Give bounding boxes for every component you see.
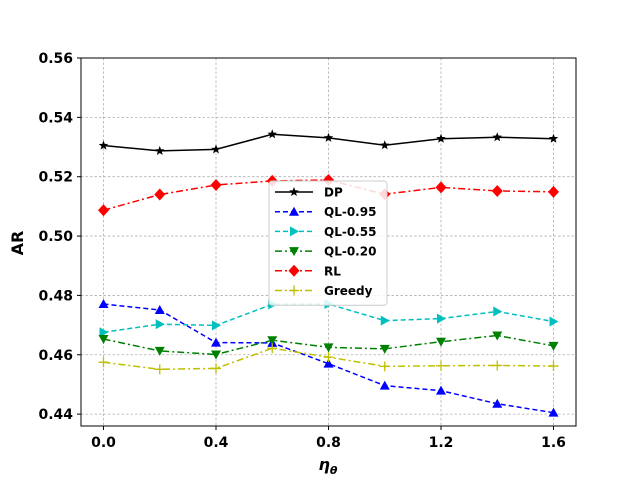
data-point-ql-0-95 <box>154 304 165 314</box>
legend-marker-ql-0-20 <box>289 247 299 257</box>
data-point-dp <box>211 144 221 154</box>
data-point-dp <box>492 132 503 142</box>
legend-marker-ql-0-55 <box>290 226 299 237</box>
y-tick-label: 0.46 <box>38 348 73 364</box>
legend-marker-dp <box>289 187 299 197</box>
data-point-greedy <box>267 343 278 354</box>
data-point-greedy <box>436 360 446 371</box>
data-point-rl <box>210 179 222 192</box>
data-point-rl <box>98 204 109 217</box>
series-line-ql-0-95 <box>103 303 554 414</box>
data-point-ql-0-55 <box>549 316 559 327</box>
data-point-ql-0-95 <box>436 385 446 395</box>
legend-label-ql-0-20: QL-0.20 <box>324 245 376 259</box>
data-point-ql-0-20 <box>98 335 109 345</box>
legend-label-dp: DP <box>324 186 343 200</box>
series-layer <box>98 129 559 417</box>
data-point-ql-0-20 <box>379 344 390 354</box>
data-point-ql-0-20 <box>154 346 165 356</box>
data-point-rl <box>548 185 559 198</box>
legend-label-ql-0-55: QL-0.55 <box>324 225 376 239</box>
data-point-dp <box>548 133 559 143</box>
legend-item-greedy: Greedy <box>275 284 373 298</box>
legend-item-ql-0-55: QL-0.55 <box>275 225 376 239</box>
data-point-greedy <box>379 361 390 372</box>
series-ql-0-95 <box>98 299 559 417</box>
data-point-greedy <box>211 363 221 374</box>
data-point-greedy <box>323 352 334 363</box>
data-point-ql-0-20 <box>323 343 334 353</box>
data-point-dp <box>379 140 390 150</box>
data-point-greedy <box>548 361 559 372</box>
data-point-ql-0-95 <box>323 358 334 368</box>
series-ql-0-20 <box>98 331 559 360</box>
legend-label-rl: RL <box>324 264 341 278</box>
x-axis-label: ηθ <box>319 455 338 477</box>
data-point-greedy <box>154 364 165 375</box>
legend-box <box>268 180 388 306</box>
legend-item-ql-0-20: QL-0.20 <box>275 245 376 259</box>
legend-marker-greedy <box>289 285 299 296</box>
y-axis-label: AR <box>8 231 27 256</box>
data-point-ql-0-55 <box>99 327 109 338</box>
x-tick-label: 1.6 <box>541 435 566 451</box>
y-tick-label: 0.52 <box>38 170 73 186</box>
data-point-ql-0-95 <box>379 380 390 390</box>
series-line-ql-0-55 <box>103 303 554 333</box>
data-point-ql-0-95 <box>98 299 109 309</box>
legend-label-greedy: Greedy <box>324 284 373 298</box>
data-point-ql-0-20 <box>436 337 446 347</box>
x-tick-label: 0.8 <box>316 435 341 451</box>
data-point-greedy <box>98 357 109 368</box>
data-point-ql-0-55 <box>437 313 446 324</box>
data-point-dp <box>154 145 165 155</box>
legend-item-ql-0-95: QL-0.95 <box>275 205 376 219</box>
data-point-ql-0-95 <box>492 398 503 408</box>
legend-item-rl: RL <box>275 264 341 278</box>
data-point-dp <box>436 133 446 143</box>
legend-marker-ql-0-95 <box>289 206 299 216</box>
data-point-ql-0-55 <box>155 319 165 330</box>
y-tick-label: 0.54 <box>38 110 73 126</box>
legend-item-dp: DP <box>275 186 343 200</box>
y-tick-label: 0.44 <box>38 407 73 423</box>
data-point-dp <box>267 129 278 139</box>
data-point-ql-0-20 <box>267 336 278 346</box>
data-point-ql-0-20 <box>211 350 221 360</box>
data-point-ql-0-55 <box>212 320 221 331</box>
data-point-ql-0-95 <box>548 407 559 417</box>
data-point-rl <box>154 188 166 201</box>
data-point-ql-0-55 <box>493 306 503 317</box>
y-tick-label: 0.50 <box>38 229 73 245</box>
data-point-rl <box>491 184 503 197</box>
axis-ticks: 0.0 0.4 0.8 1.2 1.6 0.44 0.46 0.48 0.50 0.52 0.54 0… <box>38 51 565 451</box>
x-tick-label: 0.0 <box>91 435 116 451</box>
x-tick-label: 0.4 <box>204 435 229 451</box>
data-point-ql-0-95 <box>211 337 221 347</box>
data-point-ql-0-20 <box>492 331 503 341</box>
series-dp <box>98 129 559 155</box>
data-point-dp <box>98 140 109 150</box>
legend-marker-rl <box>288 264 300 277</box>
data-point-rl <box>435 181 447 194</box>
data-point-ql-0-20 <box>548 341 559 351</box>
data-point-dp <box>323 132 334 142</box>
y-tick-label: 0.48 <box>38 288 73 304</box>
y-tick-label: 0.56 <box>38 51 73 67</box>
data-point-ql-0-55 <box>380 315 390 326</box>
x-tick-label: 1.2 <box>429 435 454 451</box>
data-point-greedy <box>492 360 503 371</box>
legend: DP QL-0.95 QL-0.55 QL-0.20 RL Greedy <box>268 180 388 306</box>
legend-label-ql-0-95: QL-0.95 <box>324 205 376 219</box>
series-greedy <box>98 343 559 375</box>
